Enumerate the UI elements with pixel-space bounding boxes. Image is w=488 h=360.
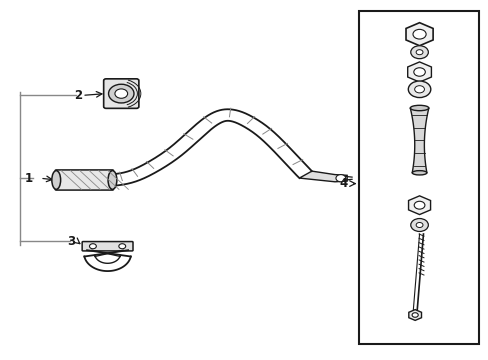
Circle shape [415,222,422,228]
Text: 3: 3 [67,235,76,248]
Ellipse shape [108,171,117,189]
Circle shape [335,175,345,182]
FancyBboxPatch shape [82,242,133,251]
Text: 1: 1 [25,172,33,185]
Circle shape [115,89,127,98]
Circle shape [414,86,424,93]
Circle shape [413,68,425,76]
Polygon shape [407,62,430,82]
Circle shape [108,84,134,103]
Circle shape [413,201,424,209]
Circle shape [412,30,425,39]
FancyBboxPatch shape [55,170,113,190]
Bar [359,11,478,344]
Circle shape [415,50,422,55]
Ellipse shape [52,171,61,189]
FancyBboxPatch shape [103,79,139,108]
Circle shape [410,46,427,59]
Polygon shape [407,196,430,215]
Circle shape [89,244,96,249]
Polygon shape [409,108,428,173]
Circle shape [119,244,125,249]
Polygon shape [299,171,346,182]
Text: 4: 4 [338,177,346,190]
Text: 2: 2 [74,89,82,102]
Circle shape [410,219,427,231]
Polygon shape [408,310,421,320]
Ellipse shape [409,105,428,111]
Circle shape [411,313,417,317]
Ellipse shape [411,171,426,175]
Circle shape [407,81,430,98]
Polygon shape [405,23,432,46]
